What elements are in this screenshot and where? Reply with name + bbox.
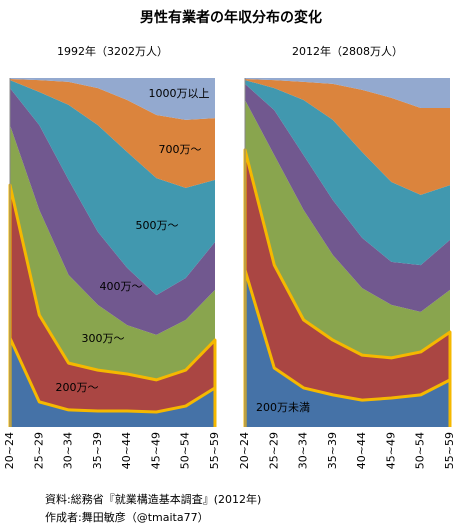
series-label: 500万～ (136, 219, 179, 232)
area-segment (10, 338, 215, 427)
author-note: 作成者:舞田敏彦（@tmaita77） (45, 510, 209, 524)
series-label: 1000万以上 (149, 87, 210, 100)
x-tick-label: 30~34 (297, 432, 310, 469)
x-tick-label: 35~39 (326, 432, 339, 469)
area-segment (245, 83, 450, 312)
x-tick-label: 20~24 (238, 432, 251, 469)
highlight-outline (243, 268, 452, 427)
area-segment (10, 125, 215, 380)
subplot-title: 1992年（3202万人） (57, 44, 168, 58)
subplot-title: 2012年（2808万人） (292, 44, 403, 58)
x-tick-label: 25~29 (267, 432, 280, 469)
highlight-outline (8, 183, 217, 427)
x-tick-label: 20~24 (3, 432, 16, 469)
x-tick-label: 45~49 (384, 432, 397, 469)
x-tick-label: 55~59 (208, 432, 221, 469)
x-tick-label: 40~44 (355, 432, 368, 469)
x-tick-label: 45~49 (149, 432, 162, 469)
series-label: 200万未満 (256, 401, 310, 414)
series-label: 400万～ (100, 280, 143, 293)
area-segment (10, 88, 215, 335)
area-segment (10, 78, 215, 120)
x-tick-label: 30~34 (62, 432, 75, 469)
x-tick-label: 25~29 (32, 432, 45, 469)
area-segment (245, 79, 450, 195)
area-segment (245, 149, 450, 401)
area-segment (245, 269, 450, 427)
area-segment (10, 79, 215, 188)
source-note: 資料:総務省『就業構造基本調査』(2012年) (45, 492, 261, 506)
highlight-outline (243, 148, 452, 427)
x-tick-label: 50~54 (179, 432, 192, 469)
x-tick-label: 50~54 (414, 432, 427, 469)
highlight-outline (8, 336, 217, 427)
series-label: 200万～ (56, 381, 99, 394)
x-tick-label: 55~59 (443, 432, 456, 469)
series-label: 700万～ (159, 143, 202, 156)
area-segment (245, 78, 450, 109)
area-segment (10, 80, 215, 296)
chart-title: 男性有業者の年収分布の変化 (140, 9, 322, 26)
area-segment (10, 185, 215, 412)
area-segment (245, 80, 450, 266)
series-label: 300万～ (82, 332, 125, 345)
x-tick-label: 35~39 (91, 432, 104, 469)
x-tick-label: 40~44 (120, 432, 133, 469)
area-segment (245, 99, 450, 358)
